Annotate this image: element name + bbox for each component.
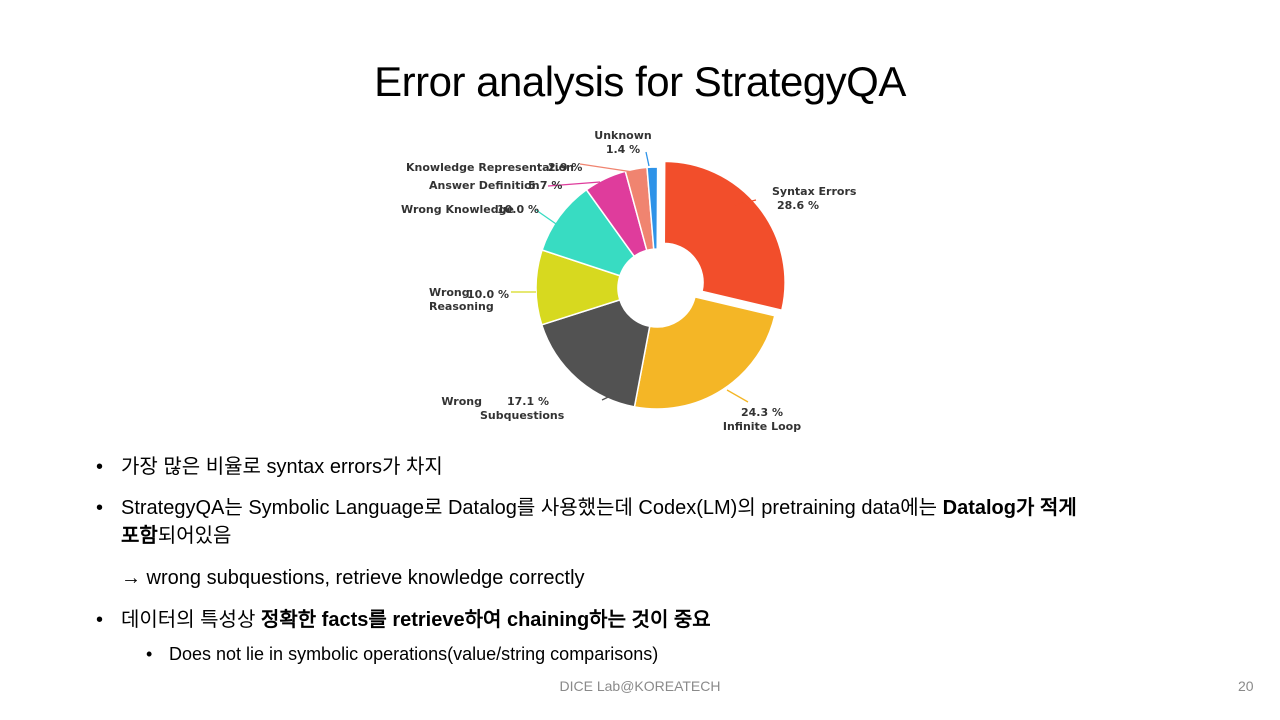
label-wrong-reasoning-line2: Reasoning [429, 300, 494, 313]
label-infinite-loop: Infinite Loop [723, 420, 801, 433]
slice-wrong-subquestions [540, 298, 651, 408]
label-knowledge-representation: Knowledge Representation [406, 161, 574, 174]
bullet-1-text: 가장 많은 비율로 syntax errors가 차지 [121, 456, 443, 478]
footer-text: DICE Lab@KOREATECH [559, 678, 721, 694]
leader-unknown [645, 151, 650, 167]
value-answer-definition: 5.7 % [528, 179, 562, 192]
value-unknown: 1.4 % [606, 143, 640, 156]
bullet-3-line: 데이터의 특성상 정확한 facts를 retrieve하여 chaining하… [121, 606, 711, 634]
label-unknown: Unknown [594, 129, 651, 142]
label-wrong-reasoning-line1: Wrong [429, 286, 470, 299]
sub-bullet-1-text: Does not lie in symbolic operations(valu… [169, 644, 659, 664]
value-wrong-reasoning: 10.0 % [467, 288, 509, 301]
leader-wrong-subquestions [601, 388, 626, 401]
arrow-line: → wrong subquestions, retrieve knowledge… [121, 567, 585, 589]
bullet-2-suffix: 되어있음 [157, 525, 232, 547]
bullet-2-bold-2: 포함 [121, 525, 158, 547]
label-wrong-knowledge: Wrong Knowledge [401, 203, 514, 216]
bullet-2-text: StrategyQA는 Symbolic Language로 Datalog를 … [121, 497, 943, 519]
leader-wrong-knowledge [535, 209, 560, 227]
value-wrong-subquestions: 17.1 % [507, 395, 549, 408]
bullet-dot: • [96, 497, 104, 519]
slice-unknown [646, 166, 659, 250]
leader-infinite-loop [726, 389, 749, 403]
leader-answer-definition [547, 181, 601, 187]
slice-infinite-loop [633, 296, 776, 410]
bullet-dot: • [96, 609, 104, 631]
page-number: 20 [1238, 678, 1254, 694]
label-answer-definition: Answer Definition [429, 179, 540, 192]
bullet-2-line1: StrategyQA는 Symbolic Language로 Datalog를 … [121, 494, 1077, 522]
bullet-3-text: 데이터의 특성상 [121, 609, 261, 631]
leader-knowledge-representation [579, 163, 634, 173]
slide-title: Error analysis for StrategyQA [374, 58, 906, 105]
bullet-2-bold-1: Datalog가 적게 [942, 497, 1077, 519]
label-wrong-subquestions-line2: Subquestions [480, 409, 565, 422]
value-wrong-knowledge: 10.0 % [497, 203, 539, 216]
bullet-dot: • [96, 456, 104, 478]
label-syntax-errors: Syntax Errors [772, 185, 857, 198]
slice-syntax-errors [663, 160, 786, 312]
leader-syntax-errors [734, 199, 757, 206]
bullet-2-line2: 포함되어있음 [121, 522, 231, 550]
sub-bullet-dot: • [146, 644, 153, 664]
value-knowledge-representation: 2.9 % [548, 161, 582, 174]
bullet-3-bold: 정확한 facts를 retrieve하여 chaining하는 것이 중요 [260, 609, 711, 631]
value-syntax-errors: 28.6 % [777, 199, 819, 212]
label-wrong-subquestions-line1: Wrong [441, 395, 482, 408]
value-infinite-loop: 24.3 % [741, 406, 783, 419]
